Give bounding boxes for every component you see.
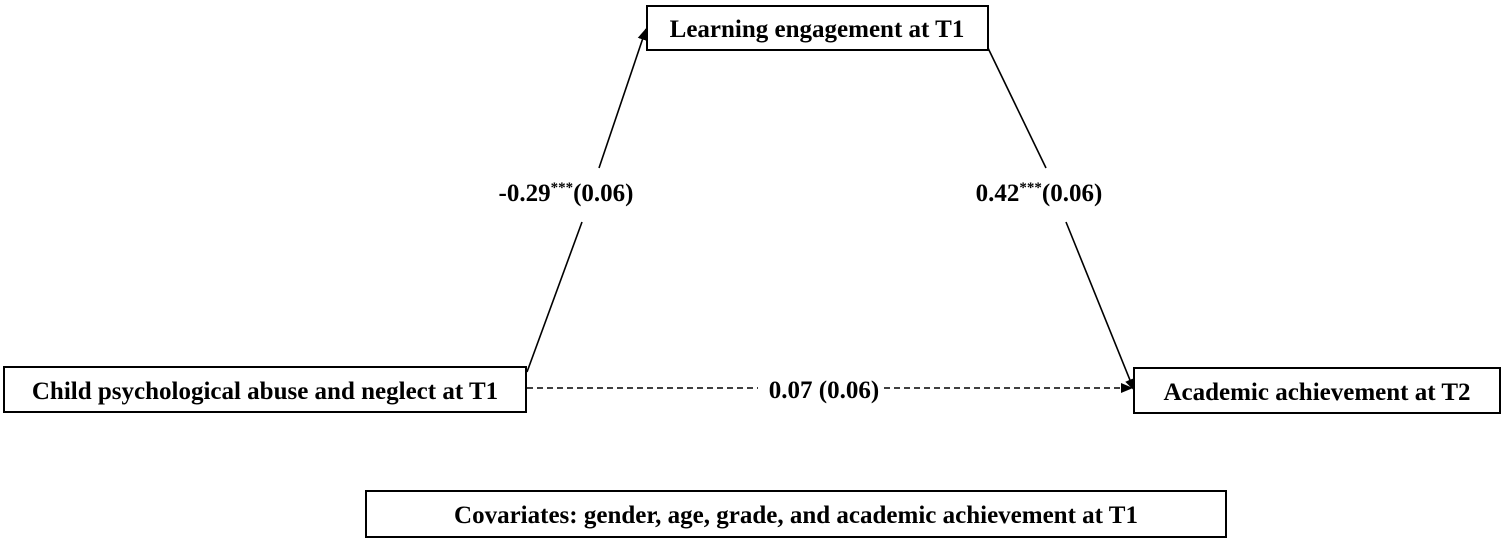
outcome-label: Academic achievement at T2 [1163,379,1470,406]
path-c-prime-label: 0.07 (0.06) [769,377,879,404]
predictor-node: Child psychological abuse and neglect at… [3,366,527,413]
path-a-label: -0.29***(0.06) [499,180,634,207]
path-c-prime-coef: 0.07 [769,377,813,404]
predictor-label: Child psychological abuse and neglect at… [32,378,498,405]
path-b-label: 0.42***(0.06) [976,180,1103,207]
path-b-edge-upper [987,47,1047,169]
path-b-edge-lower [1065,221,1135,391]
path-b-coef: 0.42 [976,180,1020,207]
path-a-se: (0.06) [573,180,633,207]
mediator-node: Learning engagement at T1 [646,5,989,51]
path-a-edge-lower [526,221,583,373]
covariates-node: Covariates: gender, age, grade, and acad… [365,490,1227,538]
covariates-label: Covariates: gender, age, grade, and acad… [454,502,1138,529]
outcome-node: Academic achievement at T2 [1133,367,1501,414]
path-c-prime-se: (0.06) [819,377,879,404]
path-a-sig: *** [551,180,574,196]
path-a-coef: -0.29 [499,180,551,207]
path-a-edge-upper [598,28,648,169]
path-b-se: (0.06) [1042,180,1102,207]
mediator-label: Learning engagement at T1 [670,16,965,43]
path-b-sig: *** [1019,180,1042,196]
